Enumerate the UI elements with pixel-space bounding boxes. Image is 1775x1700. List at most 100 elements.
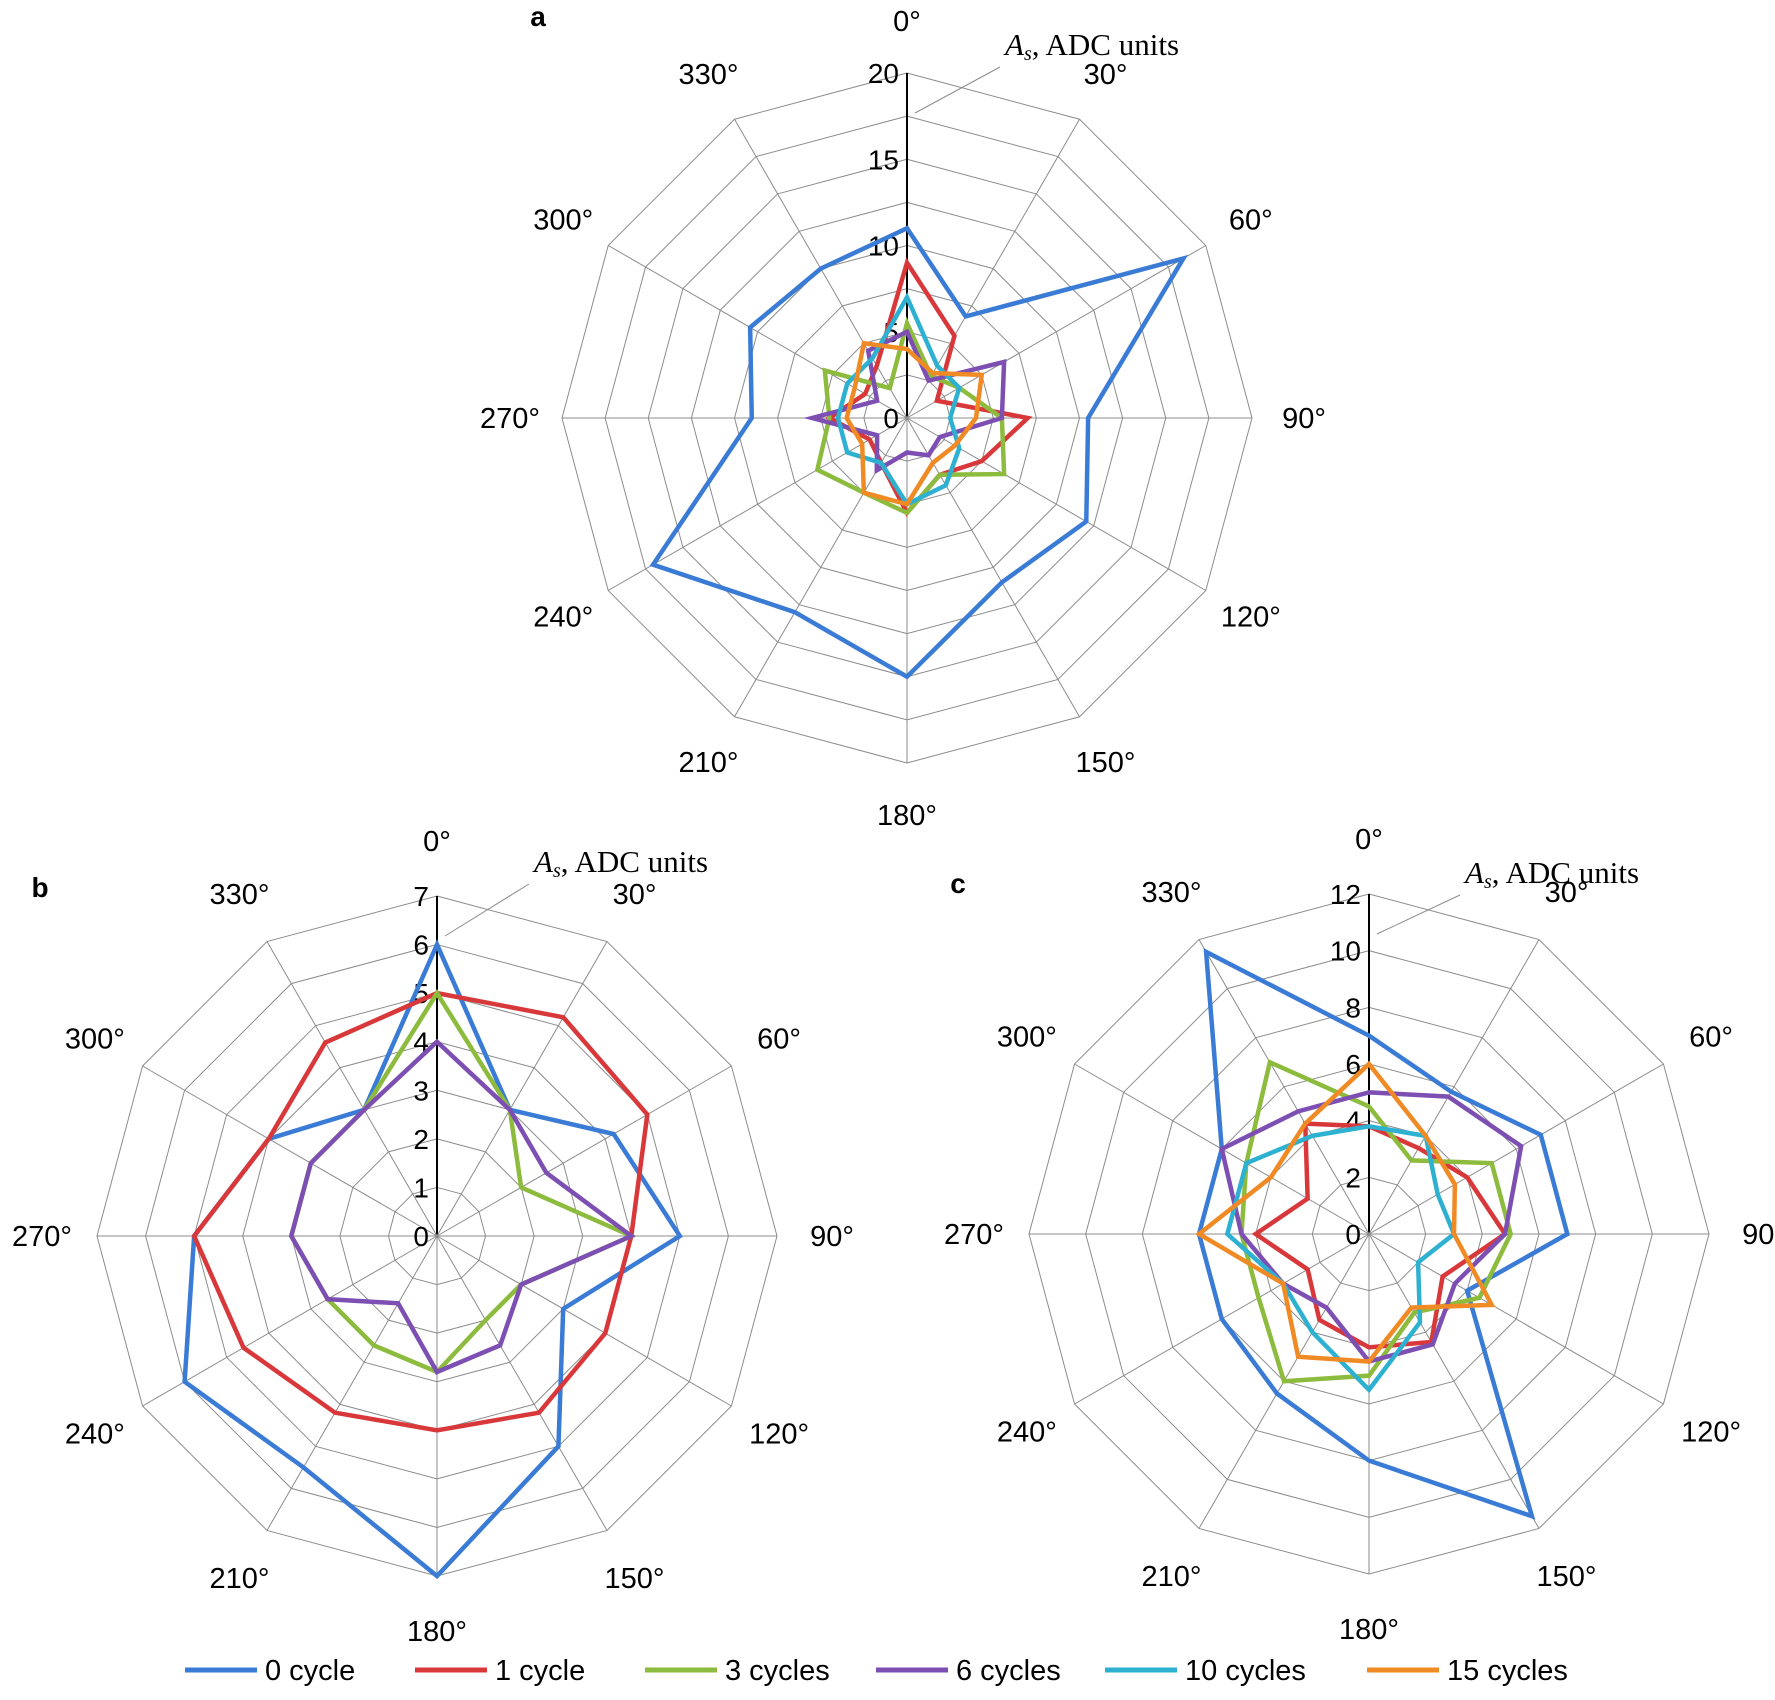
tick-label: 12: [1330, 879, 1361, 910]
grid-spoke: [1368, 1233, 1540, 1529]
grid-spoke: [906, 417, 1080, 718]
panel-letter: c: [950, 868, 966, 899]
legend-label: 3 cycles: [725, 1655, 830, 1687]
radial-axis-label: As, ADC units: [532, 844, 708, 882]
tick-label: 0: [413, 1221, 429, 1252]
angle-label: 300°: [997, 1022, 1057, 1054]
legend-label: 15 cycles: [1447, 1655, 1568, 1687]
angle-label: 210°: [679, 747, 739, 779]
tick-label: 0: [1345, 1219, 1361, 1250]
series-line-6-cycles: [803, 328, 1007, 475]
angle-label: 210°: [210, 1563, 270, 1595]
angle-label: 240°: [65, 1419, 125, 1451]
angle-label: 180°: [407, 1616, 467, 1648]
angle-label: 150°: [605, 1563, 665, 1595]
legend-label: 6 cycles: [956, 1655, 1061, 1687]
legend: 0 cycle 1 cycle 3 cycles 6 cycles 10 cycles 1…: [185, 1655, 1568, 1687]
grid-spoke: [142, 1235, 438, 1407]
angle-label: 0°: [1355, 824, 1383, 856]
series-line-0-cycle: [182, 938, 683, 1580]
legend-label: 0 cycle: [265, 1655, 355, 1687]
grid-spoke: [436, 1235, 732, 1407]
angle-label: 30°: [1545, 877, 1589, 909]
grid-spoke: [266, 941, 438, 1237]
unit-leader-line: [914, 66, 1001, 114]
radar-panel-c: 0° 30° 60° 90° 120° 150° 180° 210° 240° 270° 300° 3…: [944, 824, 1775, 1646]
tick-label: 8: [1345, 992, 1361, 1023]
angle-label: 270°: [12, 1221, 72, 1253]
series-line-15-cycles: [1195, 1060, 1496, 1364]
angle-label: 90°: [1282, 403, 1326, 435]
angle-label: 330°: [679, 59, 739, 91]
unit-leader-line: [1376, 894, 1461, 935]
grid: [96, 895, 778, 1577]
angle-label: 240°: [997, 1417, 1057, 1449]
grid: [561, 72, 1253, 764]
angle-label: 60°: [1229, 205, 1273, 237]
angle-label: 300°: [65, 1024, 125, 1056]
legend-item: 15 cycles: [1367, 1655, 1568, 1687]
angle-label: 330°: [1142, 877, 1202, 909]
angle-label: 180°: [877, 800, 937, 832]
radial-axis-label: As, ADC units: [1003, 27, 1179, 65]
radial-axis-label: As, ADC units: [1463, 855, 1639, 893]
legend-label: 1 cycle: [495, 1655, 585, 1687]
angle-label: 120°: [749, 1419, 809, 1451]
grid-spoke: [607, 417, 908, 591]
grid-spoke: [436, 941, 608, 1237]
legend-item: 0 cycle: [185, 1655, 355, 1687]
tick-label: 15: [868, 144, 899, 175]
series-line-15-cycles: [844, 340, 985, 507]
panel-letter: a: [530, 1, 546, 32]
series-line-1-cycle: [191, 990, 650, 1433]
angle-label: 300°: [533, 205, 593, 237]
angle-label: 150°: [1537, 1561, 1597, 1593]
grid-spoke: [906, 118, 1080, 419]
grid-spoke: [436, 1065, 732, 1237]
angle-label: 90°: [810, 1221, 854, 1253]
tick-label: 10: [1330, 936, 1361, 967]
grid-spoke: [1198, 939, 1370, 1235]
angle-label: 150°: [1076, 747, 1136, 779]
grid-spoke: [142, 1065, 438, 1237]
legend-item: 6 cycles: [876, 1655, 1061, 1687]
grid-spoke: [1368, 1063, 1664, 1235]
angle-label: 210°: [1142, 1561, 1202, 1593]
angle-label: 240°: [533, 602, 593, 634]
series-line-10-cycles: [1224, 1124, 1457, 1394]
angle-label: 330°: [210, 879, 270, 911]
angle-label: 270°: [480, 403, 540, 435]
tick-label: 2: [413, 1124, 429, 1155]
grid: [1028, 893, 1710, 1575]
grid-spoke: [1368, 1233, 1664, 1405]
angle-label: 120°: [1681, 1417, 1741, 1449]
angle-label: 270°: [944, 1219, 1004, 1251]
angle-label: 60°: [1689, 1022, 1733, 1054]
angle-label: 90°: [1742, 1219, 1775, 1251]
legend-item: 10 cycles: [1105, 1655, 1306, 1687]
angle-label: 180°: [1339, 1614, 1399, 1646]
tick-label: 6: [413, 930, 429, 961]
unit-leader-line: [444, 883, 530, 937]
grid-spoke: [436, 1235, 608, 1531]
series-line-6-cycles: [288, 1038, 636, 1375]
legend-item: 1 cycle: [415, 1655, 585, 1687]
angle-label: 60°: [757, 1024, 801, 1056]
grid-spoke: [1368, 939, 1540, 1235]
series-line-3-cycles: [288, 988, 637, 1375]
grid-spoke: [266, 1235, 438, 1531]
angle-label: 30°: [1084, 59, 1128, 91]
tick-label: 1: [413, 1172, 429, 1203]
radar-panel-b: 0° 30° 60° 90° 120° 150° 180° 210° 240° 270° 300° 3…: [12, 826, 854, 1648]
angle-label: 120°: [1221, 602, 1281, 634]
angle-label: 0°: [893, 6, 921, 38]
tick-label: 3: [413, 1075, 429, 1106]
tick-label: 0: [883, 403, 899, 434]
tick-label: 7: [413, 881, 429, 912]
angle-label: 0°: [423, 826, 451, 858]
legend-label: 10 cycles: [1185, 1655, 1306, 1687]
series-line-1-cycle: [1251, 1121, 1509, 1350]
legend-item: 3 cycles: [645, 1655, 830, 1687]
tick-label: 20: [868, 58, 899, 89]
